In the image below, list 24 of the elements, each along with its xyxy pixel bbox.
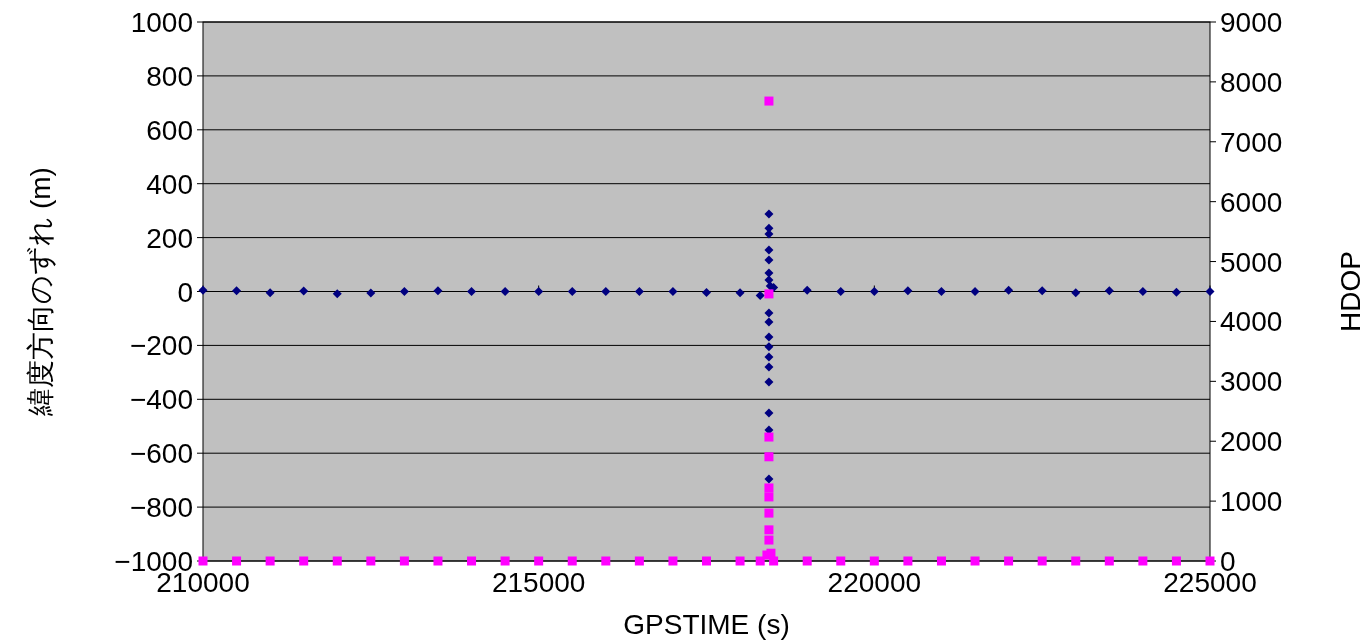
y-tick-label: −400 xyxy=(129,384,193,416)
y-tick-label: 0 xyxy=(177,276,193,308)
x-tick-label: 215000 xyxy=(491,567,586,598)
y2-axis-title: HDOP xyxy=(1335,251,1366,332)
y2-tick-label: 9000 xyxy=(1220,7,1283,38)
y2-tick-label: 4000 xyxy=(1220,306,1283,338)
x-tick-label: 220000 xyxy=(827,567,922,598)
y2-tick-label: 7000 xyxy=(1220,126,1283,158)
y-axis-title: 緯度方向のずれ (m) xyxy=(25,167,56,417)
y-tick-label: 200 xyxy=(146,222,193,254)
y-tick-label: −200 xyxy=(129,330,193,362)
y2-tick-label: 1000 xyxy=(1220,486,1283,518)
y-tick-label: 400 xyxy=(146,168,193,200)
y2-tick-label: 8000 xyxy=(1220,66,1283,98)
y2-tick-label: 6000 xyxy=(1220,186,1283,218)
y-tick-label: 600 xyxy=(146,114,193,146)
y-tick-label: −600 xyxy=(129,438,193,470)
y2-tick-label: 3000 xyxy=(1220,366,1283,398)
y2-tick-label: 5000 xyxy=(1220,246,1283,278)
x-axis-title: GPSTIME (s) xyxy=(623,609,790,640)
y-tick-label: 1000 xyxy=(130,7,193,38)
y-tick-label: 800 xyxy=(146,60,193,92)
y-tick-label: −800 xyxy=(129,492,193,524)
y2-tick-label: 2000 xyxy=(1220,426,1283,458)
